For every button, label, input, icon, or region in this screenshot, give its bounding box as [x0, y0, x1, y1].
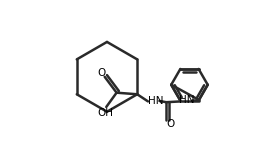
Text: O: O: [166, 119, 174, 129]
Text: OH: OH: [97, 108, 114, 118]
Text: HN: HN: [148, 96, 163, 106]
Text: O: O: [97, 68, 105, 78]
Text: HN: HN: [179, 95, 195, 105]
